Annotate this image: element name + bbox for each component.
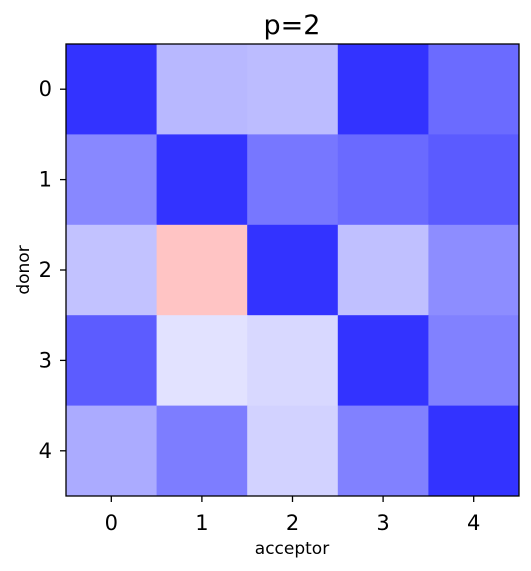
heatmap-cell-0-4 — [428, 44, 520, 135]
heatmap-cell-0-0 — [66, 44, 158, 135]
heatmap-cell-2-2 — [247, 224, 339, 316]
y-tick-label: 0 — [39, 77, 52, 101]
x-axis-label: acceptor — [255, 539, 329, 559]
y-axis-label: donor — [14, 245, 34, 294]
x-tick-label: 3 — [376, 511, 389, 535]
heatmap-cell-3-0 — [66, 315, 158, 407]
x-tick-label: 1 — [195, 511, 208, 535]
chart-title: p=2 — [264, 10, 321, 41]
heatmap-cell-3-1 — [156, 315, 248, 407]
heatmap-cell-1-1 — [156, 134, 248, 226]
heatmap-cell-1-4 — [428, 134, 520, 226]
x-axis-ticks: 0 1 2 3 4 — [105, 496, 480, 535]
heatmap-cell-4-3 — [337, 405, 429, 497]
heatmap-cell-1-2 — [247, 134, 339, 226]
heatmap-cell-1-0 — [66, 134, 158, 226]
heatmap-cell-0-3 — [337, 44, 429, 135]
x-tick-label: 0 — [105, 511, 118, 535]
heatmap-cell-4-1 — [156, 405, 248, 497]
heatmap-cell-4-4 — [428, 405, 520, 497]
heatmap-cell-2-1 — [156, 224, 248, 316]
y-tick-label: 1 — [39, 168, 52, 192]
y-tick-label: 2 — [39, 258, 52, 282]
heatmap-cell-0-2 — [247, 44, 339, 135]
heatmap-cell-3-2 — [247, 315, 339, 407]
x-tick-label: 2 — [286, 511, 299, 535]
heatmap-cell-2-4 — [428, 224, 520, 316]
heatmap-cells — [66, 44, 520, 497]
heatmap-cell-1-3 — [337, 134, 429, 226]
heatmap-cell-2-0 — [66, 224, 158, 316]
y-axis-ticks: 0 1 2 3 4 — [39, 77, 66, 463]
y-tick-label: 4 — [39, 439, 52, 463]
heatmap-cell-3-3 — [337, 315, 429, 407]
heatmap-cell-4-2 — [247, 405, 339, 497]
x-tick-label: 4 — [467, 511, 480, 535]
heatmap-cell-2-3 — [337, 224, 429, 316]
heatmap-cell-3-4 — [428, 315, 520, 407]
y-tick-label: 3 — [39, 348, 52, 372]
heatmap-cell-4-0 — [66, 405, 158, 497]
heatmap-cell-0-1 — [156, 44, 248, 135]
